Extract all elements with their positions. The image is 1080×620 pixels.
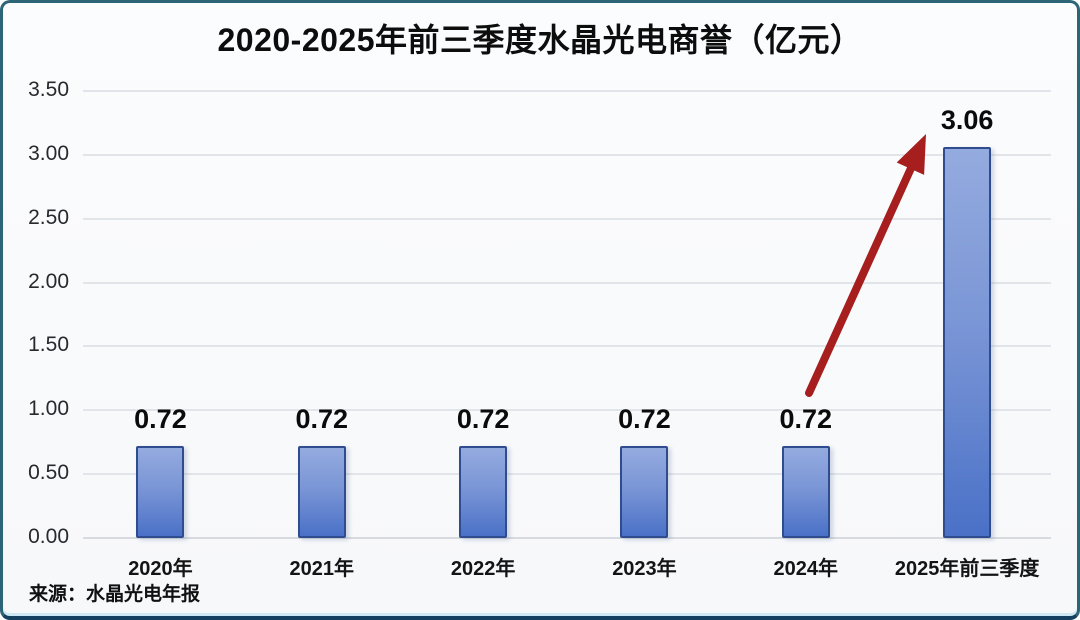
y-axis-tick-label: 2.50	[28, 205, 69, 229]
y-axis-tick-label: 0.00	[28, 525, 69, 548]
y-axis-tick-label: 3.50	[28, 78, 69, 101]
gridline	[83, 345, 1051, 348]
bar-value-label: 0.72	[456, 404, 510, 435]
gridline	[83, 217, 1051, 220]
gridline	[83, 90, 1051, 92]
gridline	[83, 409, 1051, 412]
bar-value-label: 3.06	[940, 105, 994, 136]
bar-value-label: 0.72	[618, 404, 671, 435]
x-axis-category-label: 2023年	[612, 558, 677, 580]
trend-arrow-line	[805, 162, 916, 397]
bar-2025年前三季度	[943, 147, 992, 538]
bar-2024年	[781, 446, 830, 538]
gridline	[83, 473, 1051, 476]
y-axis-tick-label: 2.00	[28, 269, 69, 293]
y-axis-tick-label: 1.50	[28, 333, 69, 357]
y-axis-tick-label: 3.00	[28, 141, 69, 165]
source-note: 来源：水晶光电年报	[29, 584, 201, 605]
gridline	[83, 537, 1051, 539]
bar-2022年	[459, 446, 508, 538]
gridline	[83, 281, 1051, 284]
bar-2021年	[297, 446, 346, 538]
x-axis-category-label: 2024年	[773, 558, 839, 580]
bar-value-label: 0.72	[295, 404, 349, 435]
x-axis-category-label: 2022年	[450, 558, 516, 580]
chart-title: 2020-2025年前三季度水晶光电商誉（亿元）	[217, 22, 863, 58]
bar-2020年	[136, 446, 185, 538]
gridline	[83, 153, 1051, 156]
x-axis-category-label: 2021年	[289, 558, 355, 580]
y-axis-tick-label: 0.50	[28, 461, 69, 485]
x-axis-category-label: 2025年前三季度	[894, 558, 1040, 580]
y-axis-tick-label: 1.00	[28, 397, 69, 421]
x-axis-category-label: 2020年	[128, 558, 193, 580]
bar-value-label: 0.72	[134, 404, 187, 435]
bar-2023年	[620, 446, 669, 538]
bar-value-label: 0.72	[779, 404, 833, 435]
